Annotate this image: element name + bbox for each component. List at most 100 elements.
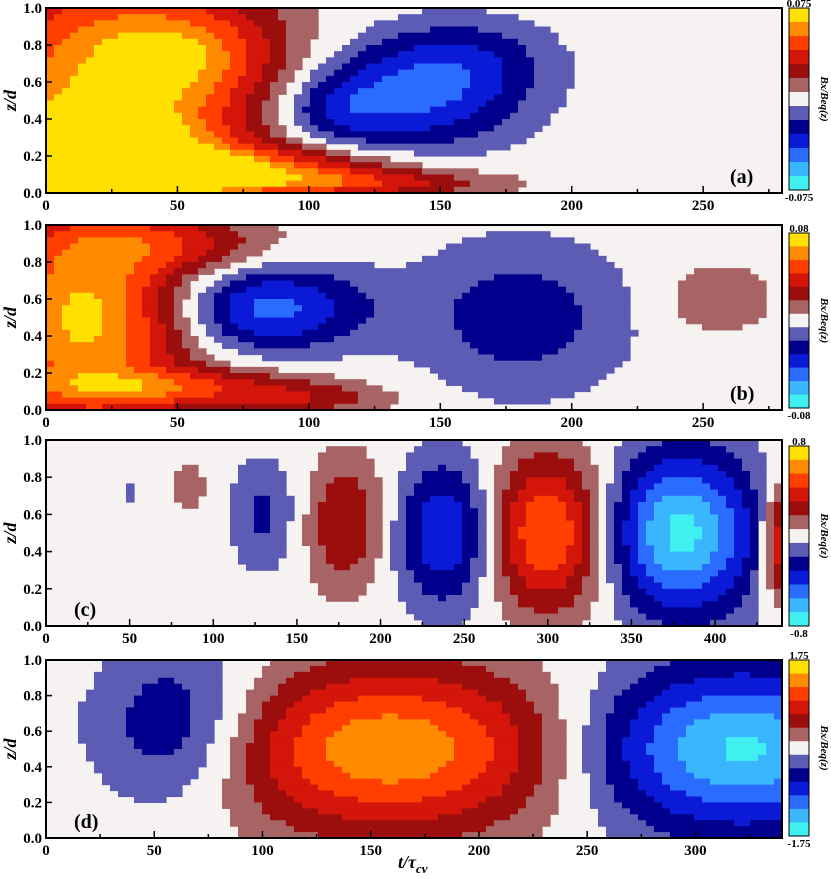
heatmap-cell: [350, 63, 359, 71]
heatmap-cell: [78, 149, 87, 157]
heatmap-cell: [374, 317, 383, 325]
heatmap-cell: [406, 119, 415, 126]
heatmap-cell: [398, 274, 407, 282]
heatmap-cell: [438, 51, 447, 58]
heatmap-cell: [614, 495, 623, 503]
heatmap-cell: [206, 174, 215, 182]
heatmap-cell: [254, 274, 263, 282]
heatmap-cell: [582, 582, 591, 590]
heatmap-cell: [390, 119, 399, 126]
heatmap-cell: [422, 8, 431, 15]
heatmap-cell: [574, 329, 583, 337]
heatmap-cell: [574, 551, 583, 559]
heatmap-cell: [326, 131, 335, 139]
heatmap-cell: [286, 180, 295, 188]
heatmap-cell: [686, 299, 695, 306]
heatmap-cell: [230, 38, 239, 46]
heatmap-cell: [286, 514, 295, 522]
heatmap-cell: [462, 348, 471, 356]
heatmap-cell: [262, 82, 271, 89]
heatmap-cell: [174, 137, 183, 145]
heatmap-cell: [430, 180, 439, 188]
heatmap-cell: [94, 403, 103, 410]
colorbar-segment: [789, 340, 809, 355]
heatmap-cell: [62, 125, 71, 132]
heatmap-cell: [238, 57, 247, 65]
heatmap-cell: [246, 311, 255, 319]
heatmap-cell: [70, 403, 79, 410]
heatmap-cell: [350, 88, 359, 95]
heatmap-cell: [454, 373, 463, 380]
heatmap-cell: [406, 342, 415, 349]
heatmap-cell: [614, 452, 623, 460]
heatmap-cell: [246, 26, 255, 34]
heatmap-cell: [206, 100, 215, 108]
heatmap-cell: [606, 557, 615, 565]
heatmap-cell: [550, 336, 559, 343]
heatmap-cell: [550, 483, 559, 491]
heatmap-cell: [470, 63, 479, 71]
colorbar-segment: [789, 78, 809, 93]
heatmap-cell: [574, 292, 583, 300]
heatmap-cell: [334, 533, 343, 540]
heatmap-cell: [270, 557, 279, 565]
heatmap-cell: [582, 323, 591, 331]
heatmap-cell: [334, 156, 343, 163]
heatmap-cell: [366, 576, 375, 584]
heatmap-cell: [542, 477, 551, 484]
heatmap-cell: [54, 125, 63, 132]
heatmap-cell: [318, 576, 327, 584]
heatmap-cell: [582, 570, 591, 577]
heatmap-cell: [126, 299, 135, 306]
heatmap-cell: [214, 237, 223, 245]
heatmap-cell: [214, 143, 223, 151]
heatmap-cell: [302, 336, 311, 343]
heatmap-cell: [150, 373, 159, 380]
heatmap-cell: [326, 495, 335, 503]
heatmap-cell: [166, 20, 175, 28]
heatmap-cell: [598, 255, 607, 263]
heatmap-cell: [494, 533, 503, 540]
heatmap-cell: [446, 526, 455, 534]
heatmap-cell: [390, 533, 399, 540]
heatmap-cell: [46, 75, 55, 83]
heatmap-cell: [494, 112, 503, 120]
heatmap-cell: [310, 131, 319, 139]
heatmap-cell: [286, 286, 295, 294]
heatmap-cell: [110, 45, 119, 52]
heatmap-cell: [190, 379, 199, 386]
heatmap-cell: [582, 595, 591, 602]
heatmap-cell: [62, 8, 71, 15]
heatmap-cell: [142, 311, 151, 319]
heatmap-cell: [486, 143, 495, 151]
heatmap-cell: [270, 119, 279, 126]
heatmap-cell: [710, 323, 719, 331]
heatmap-cell: [366, 119, 375, 126]
heatmap-cell: [470, 514, 479, 522]
heatmap-cell: [342, 100, 351, 108]
heatmap-cell: [398, 168, 407, 176]
heatmap-cell: [646, 477, 655, 484]
heatmap-cell: [350, 82, 359, 89]
heatmap-cell: [510, 125, 519, 132]
heatmap-cell: [150, 243, 159, 251]
heatmap-cell: [142, 379, 151, 386]
heatmap-cell: [470, 582, 479, 590]
heatmap-cell: [54, 162, 63, 169]
heatmap-cell: [462, 180, 471, 188]
heatmap-cell: [86, 342, 95, 349]
heatmap-cell: [222, 112, 231, 120]
heatmap-cell: [534, 545, 543, 553]
heatmap-cell: [638, 539, 647, 546]
heatmap-cell: [486, 292, 495, 300]
heatmap-cell: [54, 348, 63, 356]
heatmap-cell: [430, 576, 439, 584]
heatmap-cell: [606, 311, 615, 319]
heatmap-cell: [334, 63, 343, 71]
heatmap-cell: [222, 51, 231, 58]
heatmap-cell: [534, 94, 543, 102]
heatmap-cell: [142, 100, 151, 108]
heatmap-cell: [446, 539, 455, 546]
heatmap-cell: [478, 174, 487, 182]
heatmap-cell: [262, 94, 271, 102]
